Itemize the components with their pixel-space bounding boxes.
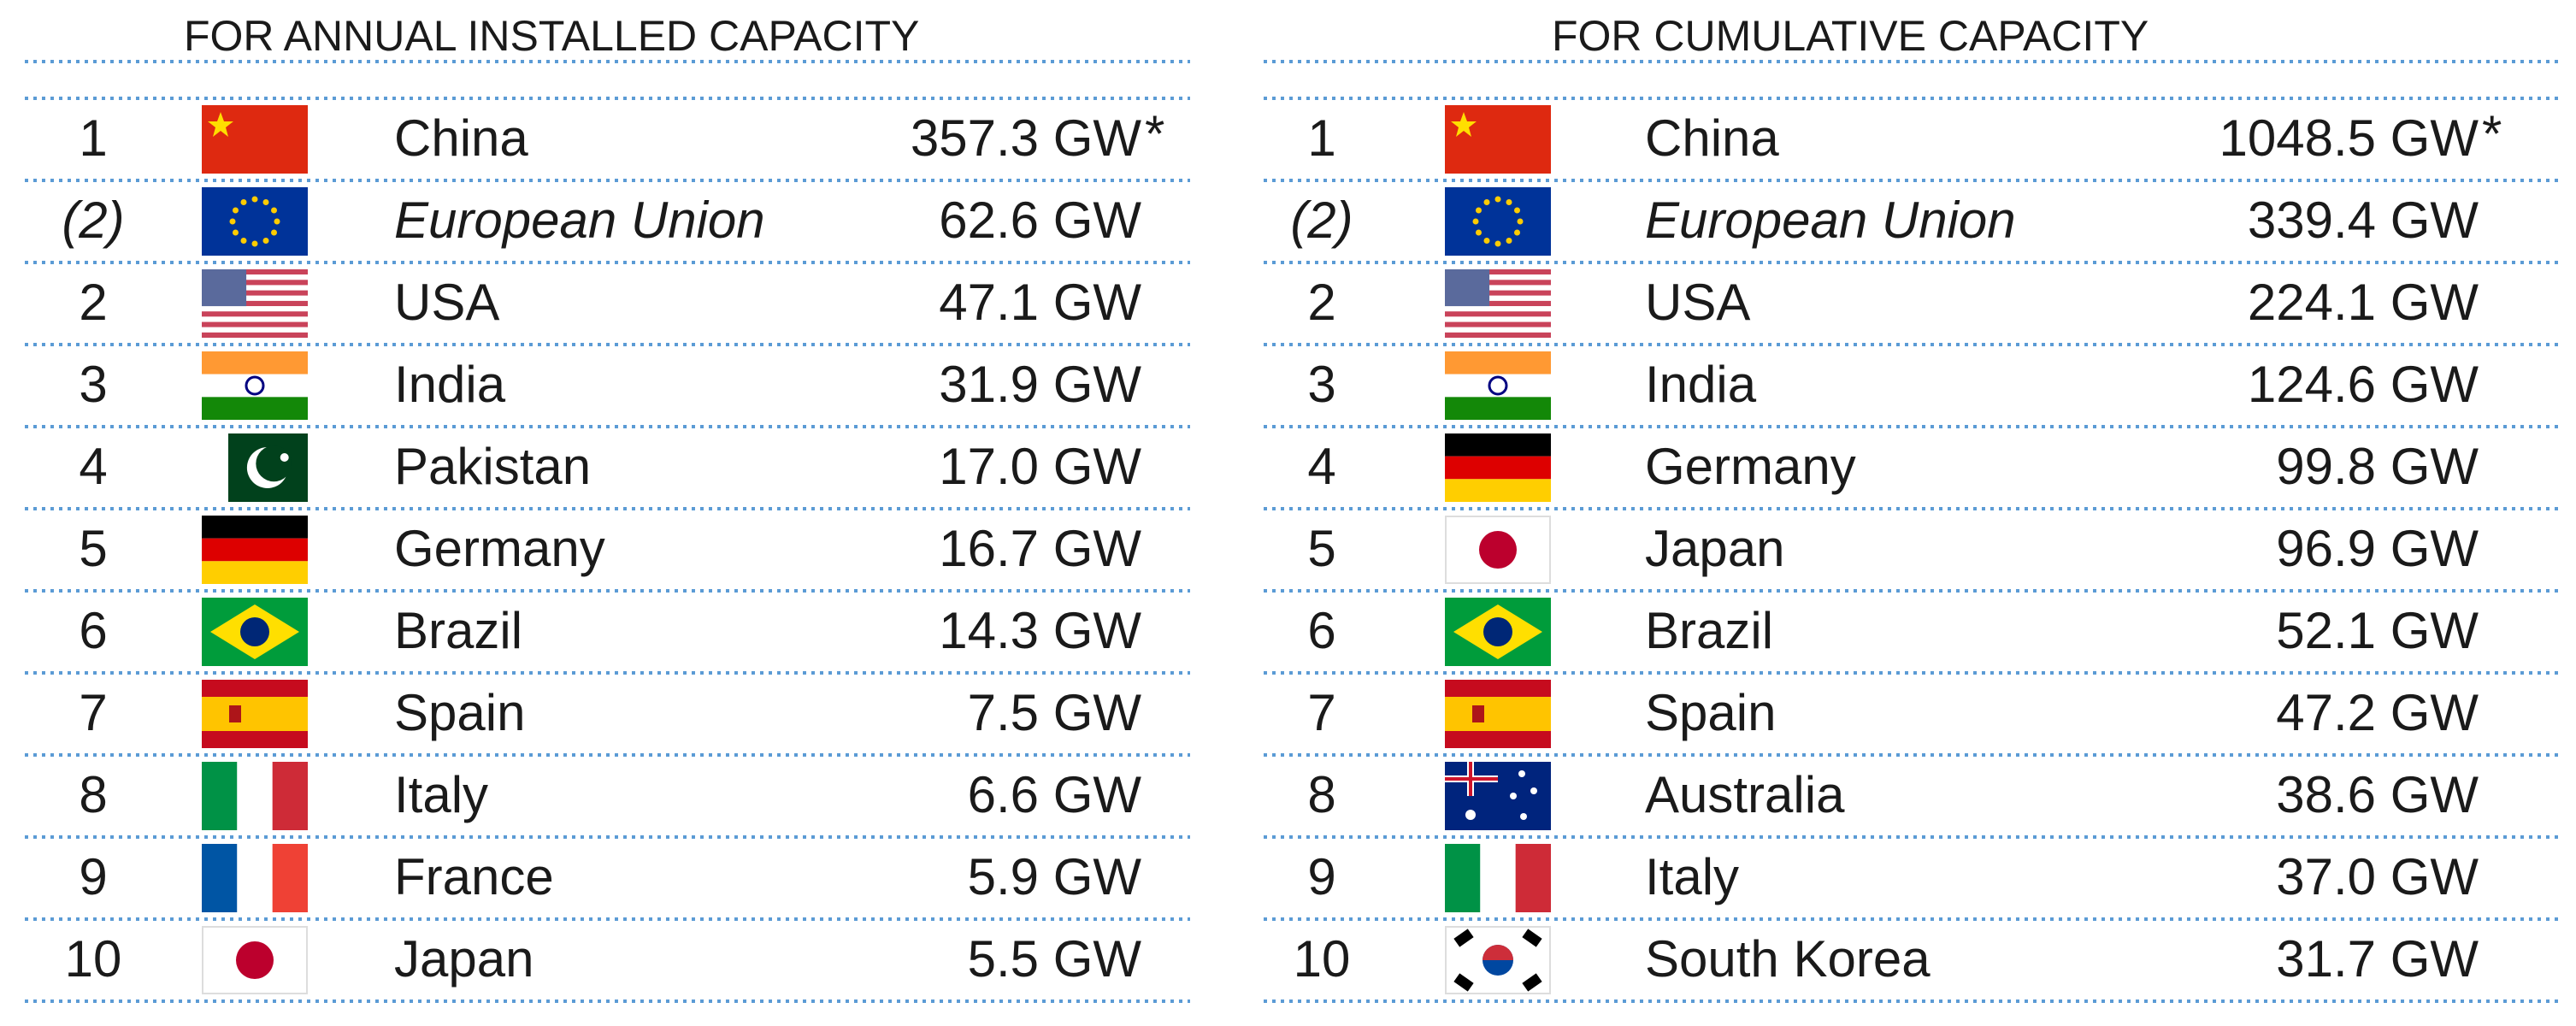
flag	[1445, 187, 1551, 256]
country: USA	[1645, 274, 1750, 331]
table: FOR ANNUAL INSTALLED CAPACITY 1 China 357.3…	[25, 12, 1190, 1003]
capacity: 357.3 GW	[911, 109, 1141, 167]
capacity: 62.6 GW	[939, 192, 1141, 249]
capacity: 5.9 GW	[968, 848, 1142, 905]
country: Brazil	[1645, 602, 1773, 659]
capacity: 31.7 GW	[2276, 930, 2479, 988]
rank: 1	[79, 109, 107, 167]
rank: 8	[1307, 766, 1335, 823]
country: Japan	[394, 930, 533, 988]
rank: 1	[1307, 109, 1335, 167]
country: Germany	[1645, 438, 1856, 495]
rank: 10	[1294, 930, 1351, 988]
flag	[1445, 351, 1551, 420]
country: Germany	[394, 520, 605, 577]
flag	[1445, 433, 1551, 502]
rank: 2	[79, 274, 107, 331]
flag	[202, 598, 308, 666]
rank: 4	[79, 438, 107, 495]
country: China	[394, 109, 528, 167]
capacity: 47.2 GW	[2276, 684, 2479, 741]
rank: 5	[79, 520, 107, 577]
capacity: 124.6 GW	[2248, 356, 2479, 413]
capacity: 37.0 GW	[2276, 848, 2479, 905]
rank: 6	[1307, 602, 1335, 659]
country: Italy	[394, 766, 488, 823]
country: Spain	[394, 684, 525, 741]
capacity: 31.9 GW	[939, 356, 1141, 413]
rank: (2)	[62, 192, 124, 249]
flag	[202, 433, 308, 502]
capacity: 16.7 GW	[939, 520, 1141, 577]
flag	[1445, 762, 1551, 830]
capacity: 17.0 GW	[939, 438, 1141, 495]
country: Australia	[1645, 766, 1845, 823]
capacity: 47.1 GW	[939, 274, 1141, 331]
capacity: 14.3 GW	[939, 602, 1141, 659]
flag	[202, 187, 308, 256]
flag	[202, 105, 308, 174]
rank: 9	[1307, 848, 1335, 905]
table-title: FOR ANNUAL INSTALLED CAPACITY	[184, 12, 919, 60]
capacity: 96.9 GW	[2276, 520, 2479, 577]
capacity: 38.6 GW	[2276, 766, 2479, 823]
flag	[202, 516, 308, 584]
rank: 3	[79, 356, 107, 413]
country: Spain	[1645, 684, 1776, 741]
rank: 8	[79, 766, 107, 823]
capacity-note: *	[1145, 105, 1164, 162]
country: Japan	[1645, 520, 1784, 577]
rank: (2)	[1290, 192, 1353, 249]
rank: 5	[1307, 520, 1335, 577]
country: European Union	[394, 192, 765, 249]
country: China	[1645, 109, 1779, 167]
flag	[1445, 844, 1551, 912]
flag	[202, 926, 308, 994]
flag	[1445, 105, 1551, 174]
rank: 6	[79, 602, 107, 659]
country: South Korea	[1645, 930, 1931, 988]
capacity: 224.1 GW	[2248, 274, 2479, 331]
country: Brazil	[394, 602, 522, 659]
flag	[1445, 269, 1551, 338]
capacity: 5.5 GW	[968, 930, 1142, 988]
capacity: 99.8 GW	[2276, 438, 2479, 495]
flag	[1445, 680, 1551, 748]
flag	[202, 351, 308, 420]
capacity-note: *	[2482, 105, 2502, 162]
flag	[1445, 598, 1551, 666]
flag	[202, 680, 308, 748]
rank: 7	[79, 684, 107, 741]
country: France	[394, 848, 554, 905]
table: FOR CUMULATIVE CAPACITY 1 China 1048.5 GW * (…	[1264, 12, 2561, 1003]
country: Italy	[1645, 848, 1739, 905]
rank: 4	[1307, 438, 1335, 495]
capacity: 7.5 GW	[968, 684, 1142, 741]
capacity: 6.6 GW	[968, 766, 1142, 823]
rank: 9	[79, 848, 107, 905]
flag	[202, 844, 308, 912]
rank: 2	[1307, 274, 1335, 331]
country: India	[1645, 356, 1757, 413]
table-title: FOR CUMULATIVE CAPACITY	[1552, 12, 2149, 60]
capacity: 1048.5 GW	[2219, 109, 2479, 167]
country: Pakistan	[394, 438, 591, 495]
flag	[1445, 926, 1551, 994]
country: USA	[394, 274, 499, 331]
flag	[202, 762, 308, 830]
country: India	[394, 356, 506, 413]
rank: 10	[65, 930, 122, 988]
capacity: 339.4 GW	[2248, 192, 2479, 249]
rank: 7	[1307, 684, 1335, 741]
flag	[202, 269, 308, 338]
country: European Union	[1645, 192, 2016, 249]
rank: 3	[1307, 356, 1335, 413]
flag	[1445, 516, 1551, 584]
capacity: 52.1 GW	[2276, 602, 2479, 659]
